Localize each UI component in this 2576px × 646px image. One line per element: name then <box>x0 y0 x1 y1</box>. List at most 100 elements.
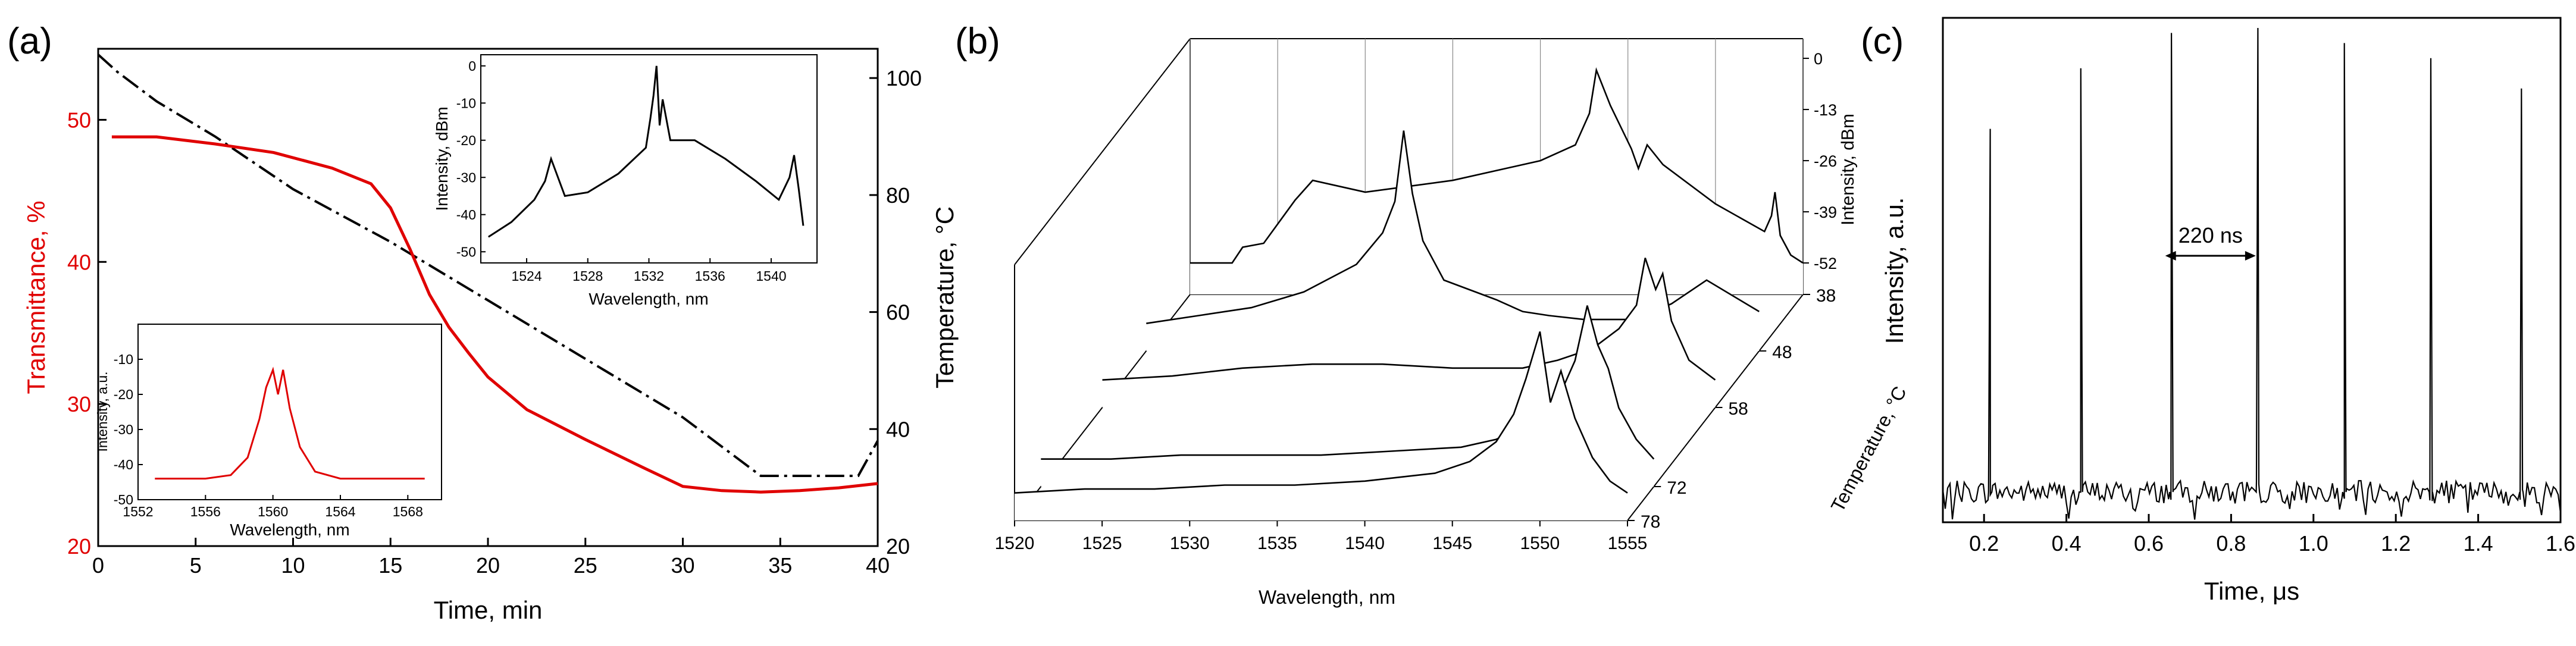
inset-bottom-y-ticks: -10 -20 -30 -40 -50 <box>114 352 143 507</box>
spectrum-occluder <box>1190 70 1803 295</box>
inset-bottom-x-tick-label: 1556 <box>190 504 221 519</box>
spectrum-line <box>1190 67 1804 264</box>
inset-top-y-tick-label: -40 <box>456 207 476 222</box>
inset-top-y-tick-label: -20 <box>456 133 476 148</box>
inset-bottom-x-tick-label: 1552 <box>123 504 153 519</box>
temperature-tick-label: 48 <box>1772 343 1792 362</box>
panel-a-right-y-axis-label: Temperature, °C <box>931 206 959 388</box>
temperature-tick-label: 72 <box>1667 478 1686 498</box>
panel-c-label: (c) <box>1861 21 1904 62</box>
inset-top-x-tick-label: 1540 <box>756 268 786 284</box>
panel-b-x-tick-label: 1540 <box>1345 534 1385 553</box>
spectrum-line <box>1014 331 1628 494</box>
intensity-tick-label: -52 <box>1814 255 1837 272</box>
right-y-tick-label: 20 <box>886 534 910 559</box>
inset-top-y-tick-label: 0 <box>468 58 476 74</box>
panel-b-x-ticks: 1520 1525 1530 1535 1540 1545 1550 1555 <box>995 520 1648 553</box>
inset-bottom-y-tick-label: -10 <box>114 352 133 367</box>
temperature-tick-label: 78 <box>1641 512 1660 532</box>
panel-c: (c) 0.2 0.4 0.6 0.8 1.0 1.2 1.4 1.6 220 ns Time… <box>1861 17 2575 605</box>
inset-bottom-y-tick-label: -40 <box>114 457 133 472</box>
panel-a-inset-bottom: 1552 1556 1560 1564 1568 -10 -20 -30 -40 -50 Wav… <box>95 324 442 539</box>
panel-c-x-tick-label: 0.2 <box>1969 531 1999 556</box>
left-top-edge <box>1014 38 1191 265</box>
panel-c-x-tick-label: 1.6 <box>2546 531 2575 556</box>
inset-top-x-tick-label: 1528 <box>572 268 603 284</box>
panel-a-right-y-ticks: 20 40 60 80 100 <box>869 66 922 559</box>
panel-a-x-axis-label: Time, min <box>434 596 543 624</box>
left-y-tick-label: 50 <box>67 108 91 132</box>
panel-c-y-axis-label: Intensity, a.u. <box>1880 197 1908 344</box>
period-arrow-head-left <box>2165 251 2176 261</box>
x-tick-label: 10 <box>281 553 305 578</box>
inset-top-y-tick-label: -50 <box>456 244 476 259</box>
right-y-tick-label: 80 <box>886 183 910 208</box>
inset-top-spectrum-line <box>487 65 805 238</box>
panel-c-x-tick-label: 0.4 <box>2052 531 2082 556</box>
x-tick-label: 25 <box>574 553 597 578</box>
inset-top-x-tick-label: 1524 <box>511 268 542 284</box>
panel-b: (b) 1520 1525 1530 1535 1540 1545 1550 1555 38 4… <box>955 21 1911 608</box>
panel-c-x-tick-label: 1.0 <box>2299 531 2328 556</box>
panel-c-x-tick-label: 0.8 <box>2216 531 2246 556</box>
inset-bottom-x-tick-label: 1564 <box>325 504 355 519</box>
panel-b-spectra <box>1014 67 1804 520</box>
panel-b-x-tick-label: 1530 <box>1170 534 1210 553</box>
intensity-tick-label: -26 <box>1814 152 1837 170</box>
x-tick-label: 40 <box>866 553 890 578</box>
x-tick-label: 0 <box>92 553 104 578</box>
panel-c-x-tick-label: 0.6 <box>2134 531 2164 556</box>
period-annotation-text: 220 ns <box>2179 223 2243 247</box>
intensity-tick-label: 0 <box>1814 50 1823 68</box>
panel-b-x-tick-label: 1550 <box>1520 534 1560 553</box>
intensity-tick-label: -39 <box>1814 203 1837 221</box>
right-y-tick-label: 40 <box>886 417 910 441</box>
inset-bottom-y-tick-label: -30 <box>114 422 133 437</box>
inset-top-x-ticks: 1524 1528 1532 1536 1540 <box>511 258 787 284</box>
temperature-tick-label: 38 <box>1816 286 1836 306</box>
inset-bottom-x-axis-label: Wavelength, nm <box>230 520 349 539</box>
panel-b-temperature-ticks: 38 48 58 72 78 <box>1627 286 1836 532</box>
panel-b-intensity-axis-label: Intensity, dBm <box>1838 114 1858 225</box>
panel-b-x-tick-label: 1525 <box>1082 534 1122 553</box>
inset-top-y-tick-label: -10 <box>456 95 476 111</box>
panel-b-x-tick-label: 1520 <box>995 534 1035 553</box>
period-annotation: 220 ns <box>2165 223 2256 261</box>
inset-bottom-frame <box>137 324 442 500</box>
inset-bottom-x-tick-label: 1568 <box>393 504 423 519</box>
left-y-tick-label: 30 <box>67 392 91 416</box>
x-tick-label: 35 <box>768 553 792 578</box>
panel-c-x-tick-label: 1.2 <box>2381 531 2411 556</box>
panel-a-left-y-ticks: 20 30 40 50 <box>67 108 107 559</box>
transmittance-series-line <box>111 135 878 494</box>
x-tick-label: 30 <box>671 553 694 578</box>
x-tick-label: 5 <box>190 553 202 578</box>
inset-bottom-y-axis-label: Intensity, a.u. <box>95 371 110 451</box>
inset-top-x-tick-label: 1532 <box>634 268 664 284</box>
spectrum-occluder <box>1102 258 1716 407</box>
panel-a-inset-top: 1524 1528 1532 1536 1540 0 -10 -20 -30 -40 -50 Wa… <box>433 54 818 308</box>
panel-a-x-ticks: 0 5 10 15 20 25 30 35 40 <box>92 538 890 578</box>
panel-b-intensity-ticks: 0 -13 -26 -39 -52 <box>1803 50 1837 272</box>
panel-b-x-tick-label: 1545 <box>1432 534 1472 553</box>
spectrum-occluder <box>1146 130 1760 351</box>
period-arrow-head-right <box>2245 251 2256 261</box>
panel-c-x-tick-label: 1.4 <box>2464 531 2493 556</box>
panel-a-label: (a) <box>7 21 52 62</box>
panel-c-x-ticks: 0.2 0.4 0.6 0.8 1.0 1.2 1.4 1.6 <box>1969 514 2575 556</box>
inset-top-y-tick-label: -30 <box>456 170 476 185</box>
temperature-tick-label: 58 <box>1729 399 1748 419</box>
inset-bottom-x-tick-label: 1560 <box>258 504 288 519</box>
intensity-tick-label: -13 <box>1814 101 1837 119</box>
panel-a-left-y-axis-label: Transmittance, % <box>22 200 50 394</box>
x-tick-label: 15 <box>378 553 402 578</box>
inset-bottom-y-tick-label: -50 <box>114 492 133 507</box>
inset-top-y-axis-label: Intensity, dBm <box>433 106 451 211</box>
inset-bottom-spectrum-line <box>155 366 425 480</box>
panel-b-temperature-axis-label: Temperature, °C <box>1827 382 1911 515</box>
panel-b-x-tick-label: 1555 <box>1608 534 1648 553</box>
right-y-tick-label: 60 <box>886 300 910 325</box>
left-y-tick-label: 20 <box>67 534 91 559</box>
